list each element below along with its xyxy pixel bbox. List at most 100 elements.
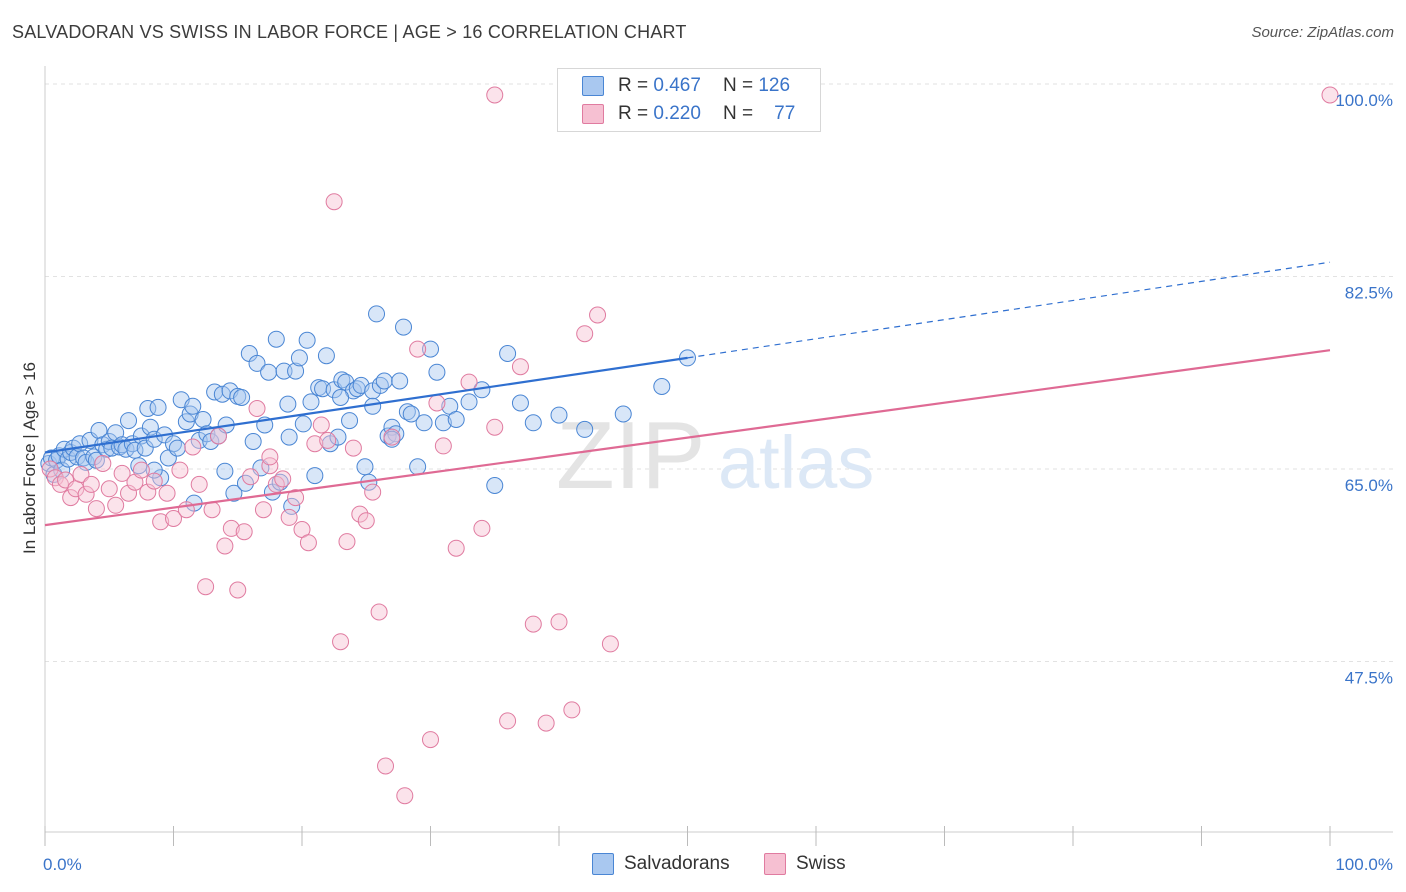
swiss-point — [537, 714, 555, 732]
salvadoran-point — [184, 397, 202, 415]
tick-labels: 47.5% 65.0% 82.5% 100.0% 0.0% 100.0% — [43, 91, 1393, 874]
trend-lines — [44, 261, 1331, 527]
swiss-point — [325, 193, 343, 211]
swiss-point — [107, 496, 125, 514]
swiss-point — [1321, 86, 1339, 104]
swiss-point — [77, 485, 95, 503]
swiss-point — [248, 400, 266, 417]
swiss-point — [190, 475, 208, 493]
swiss-point — [139, 483, 157, 501]
swiss-point — [473, 519, 491, 537]
salvadoran-point — [68, 448, 86, 466]
swiss-point — [184, 438, 202, 456]
salvadoran-point — [434, 414, 452, 432]
swiss-point — [601, 635, 619, 653]
salvadoran-point — [283, 497, 301, 515]
swiss-point — [370, 603, 388, 621]
salvadoran-point — [194, 411, 212, 428]
r-label: R = — [618, 103, 649, 124]
salvadorans-trend-line — [44, 356, 688, 454]
salvadoran-point — [306, 467, 324, 485]
salvadoran-point — [550, 406, 568, 424]
bottom-legend-swiss: Swiss — [764, 852, 846, 876]
salvadoran-point — [298, 331, 316, 349]
salvadoran-point — [422, 340, 439, 358]
salvadoran-point — [391, 372, 409, 390]
swiss-point — [287, 489, 305, 507]
swiss-point — [364, 483, 382, 501]
swiss-point — [460, 373, 478, 391]
bottom-legend-salvadorans: Salvadorans — [592, 852, 730, 876]
y-tick-label: 65.0% — [1345, 476, 1393, 495]
salvadoran-point — [402, 405, 420, 423]
swiss-point — [87, 500, 105, 518]
watermark-zip: ZIP — [556, 402, 705, 509]
n-label: N = — [722, 75, 754, 96]
salvadoran-point — [233, 389, 251, 406]
salvadoran-point — [329, 428, 347, 446]
swiss-point — [332, 633, 350, 651]
salvadoran-point — [260, 363, 278, 381]
salvadorans-legend-swatch — [592, 853, 614, 875]
swiss-point — [550, 613, 568, 631]
salvadoran-point — [332, 389, 350, 406]
salvadoran-point — [576, 420, 594, 438]
salvadoran-point — [275, 362, 293, 380]
salvadoran-point — [244, 433, 262, 450]
salvadoran-point — [428, 363, 446, 381]
swiss-swatch — [582, 104, 604, 124]
stats-legend: R = 0.467 N = 126 R = 0.220 N = 77 — [557, 68, 821, 132]
swiss-point — [396, 787, 414, 805]
swiss-point — [197, 578, 215, 596]
salvadoran-point — [511, 394, 529, 412]
swiss-point — [486, 418, 504, 436]
swiss-point — [94, 455, 112, 472]
swiss-point — [120, 484, 138, 502]
swiss-point — [222, 519, 240, 537]
salvadoran-point — [524, 414, 542, 432]
salvadoran-point — [225, 484, 243, 502]
swiss-point — [152, 513, 170, 531]
swiss-point — [524, 615, 542, 633]
chart-title: SALVADORAN VS SWISS IN LABOR FORCE | AGE… — [12, 22, 687, 42]
swiss-point — [447, 539, 465, 557]
swiss-point — [377, 757, 395, 775]
swiss-point — [261, 457, 279, 475]
x-tick-label: 0.0% — [43, 855, 82, 874]
salvadoran-point — [90, 422, 108, 439]
salvadoran-point — [130, 457, 148, 475]
n-value: 126 — [758, 75, 791, 96]
swiss-point — [563, 701, 581, 719]
swiss-point — [158, 484, 176, 502]
swiss-point — [145, 472, 163, 490]
salvadoran-point — [287, 362, 305, 380]
swiss-point — [486, 86, 504, 104]
swiss-point — [254, 501, 272, 519]
salvadorans-trend-extension — [687, 261, 1331, 359]
swiss-point — [351, 505, 369, 523]
y-tick-label: 82.5% — [1345, 284, 1393, 303]
legend-row-swiss: R = 0.220 N = 77 — [558, 100, 795, 128]
swiss-point — [229, 581, 247, 599]
swiss-point — [216, 537, 234, 555]
salvadoran-point — [302, 393, 320, 411]
swiss-point — [299, 534, 317, 552]
swiss-point — [171, 461, 189, 479]
swiss-legend-swatch — [764, 853, 786, 875]
salvadoran-point — [409, 458, 427, 476]
salvadoran-point — [216, 462, 234, 480]
swiss-point — [242, 468, 260, 486]
swiss-point — [338, 533, 356, 551]
axes — [44, 66, 1393, 846]
salvadoran-point — [317, 347, 335, 365]
n-label: N = — [722, 103, 754, 124]
swiss-point — [312, 416, 330, 434]
salvadoran-point — [653, 378, 671, 395]
swiss-point — [165, 510, 182, 527]
swiss-point — [511, 358, 529, 376]
grid-lines — [45, 83, 1393, 662]
watermark: ZIP atlas — [556, 402, 874, 509]
salvadoran-point — [177, 413, 195, 431]
source-label: Source: ZipAtlas.com — [1251, 24, 1394, 41]
swiss-point — [434, 437, 452, 455]
